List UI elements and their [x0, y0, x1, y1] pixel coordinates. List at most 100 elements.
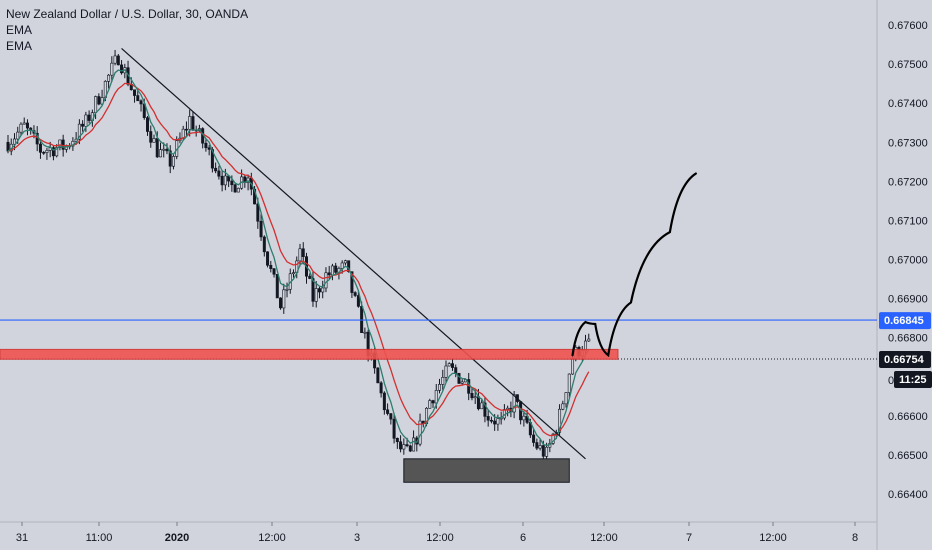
countdown-badge-bg [894, 371, 932, 388]
candle-body [418, 420, 422, 445]
candle-body [55, 147, 59, 157]
ema-legend-2[interactable]: EMA [6, 39, 33, 53]
candle-body [356, 295, 360, 307]
candle-body [324, 272, 328, 289]
candle-body [292, 272, 296, 275]
candle-body [16, 131, 20, 140]
candle-body [22, 122, 26, 125]
y-tick-label: 0.66400 [888, 489, 928, 501]
candle-body [447, 363, 451, 367]
candle-body [476, 396, 480, 410]
x-tick-label: 12:00 [258, 532, 286, 544]
candle-body [236, 187, 240, 193]
candle-body [402, 444, 406, 450]
candle-body [395, 438, 399, 443]
y-tick-label: 0.66900 [888, 294, 928, 306]
candle-body [551, 433, 555, 444]
candlesticks [6, 49, 591, 461]
candle-body [223, 175, 227, 186]
y-tick-label: 0.67600 [888, 20, 928, 32]
ema-legend-1[interactable]: EMA [6, 23, 33, 37]
candle-body [120, 64, 124, 74]
countdown-badge: 11:25 [899, 374, 927, 386]
candle-body [334, 265, 338, 273]
x-tick-label: 31 [16, 532, 28, 544]
x-tick-label: 3 [354, 532, 360, 544]
y-tick-label: 0.67000 [888, 255, 928, 267]
candle-body [97, 96, 101, 105]
candle-body [233, 184, 237, 193]
candle-body [330, 265, 334, 276]
y-tick-label: 0.67500 [888, 59, 928, 71]
candle-body [162, 148, 166, 151]
x-tick-label: 2020 [165, 532, 189, 544]
candle-body [230, 180, 234, 186]
candle-body [272, 268, 276, 275]
candle-body [110, 62, 114, 76]
candle-body [489, 419, 493, 422]
candle-body [392, 418, 396, 439]
candle-body [266, 251, 270, 266]
candle-body [483, 402, 487, 417]
candle-body [139, 100, 143, 105]
candle-body [301, 248, 305, 257]
current-price-badge: 0.66754 [884, 354, 925, 366]
candle-body [340, 262, 344, 269]
candle-body [116, 55, 120, 66]
candle-body [259, 220, 263, 238]
candle-body [535, 442, 539, 449]
candle-body [386, 409, 390, 414]
candle-body [184, 128, 188, 131]
candle-body [12, 138, 16, 145]
candle-body [389, 413, 393, 420]
candle-body [363, 331, 367, 334]
candle-body [269, 264, 273, 269]
candle-body [564, 392, 568, 405]
candle-body [444, 365, 448, 378]
candle-body [58, 139, 62, 148]
x-tick-label: 6 [520, 532, 526, 544]
candle-body [541, 445, 545, 457]
candle-body [353, 292, 357, 296]
candle-body [38, 143, 42, 153]
candle-body [454, 367, 458, 374]
candle-body [405, 444, 409, 447]
resistance-zone [0, 348, 619, 360]
candle-body [107, 74, 111, 82]
candle-body [77, 123, 81, 140]
candle-body [262, 236, 266, 253]
symbol-title: New Zealand Dollar / U.S. Dollar, 30, OA… [6, 7, 249, 21]
candle-body [136, 95, 140, 102]
candle-body [214, 167, 218, 172]
candle-body [308, 275, 312, 279]
candle-body [561, 403, 565, 410]
resistance-price-badge-bg [879, 312, 931, 330]
chart-legend: New Zealand Dollar / U.S. Dollar, 30, OA… [6, 6, 248, 54]
candle-body [441, 377, 445, 385]
candle-body [311, 278, 315, 302]
candle-body [168, 150, 172, 167]
x-tick-label: 12:00 [426, 532, 454, 544]
candle-body [282, 289, 286, 309]
candle-body [558, 408, 562, 433]
candle-body [434, 390, 438, 404]
support-box [403, 458, 570, 483]
candle-body [279, 297, 283, 309]
candle-body [428, 400, 432, 409]
y-tick-label: 0.66800 [888, 333, 928, 345]
candle-body [155, 138, 159, 158]
candle-body [61, 139, 65, 150]
candle-body [285, 288, 289, 291]
candle-body [207, 147, 211, 150]
partial-tick-label: 0 [888, 375, 894, 387]
candle-body [158, 149, 162, 158]
candle-body [191, 116, 195, 131]
candle-body [217, 170, 221, 177]
x-tick-label: 12:00 [759, 532, 787, 544]
candle-body [146, 117, 150, 132]
y-tick-label: 0.66600 [888, 411, 928, 423]
x-tick-label: 11:00 [86, 532, 113, 544]
candle-body [571, 358, 575, 375]
